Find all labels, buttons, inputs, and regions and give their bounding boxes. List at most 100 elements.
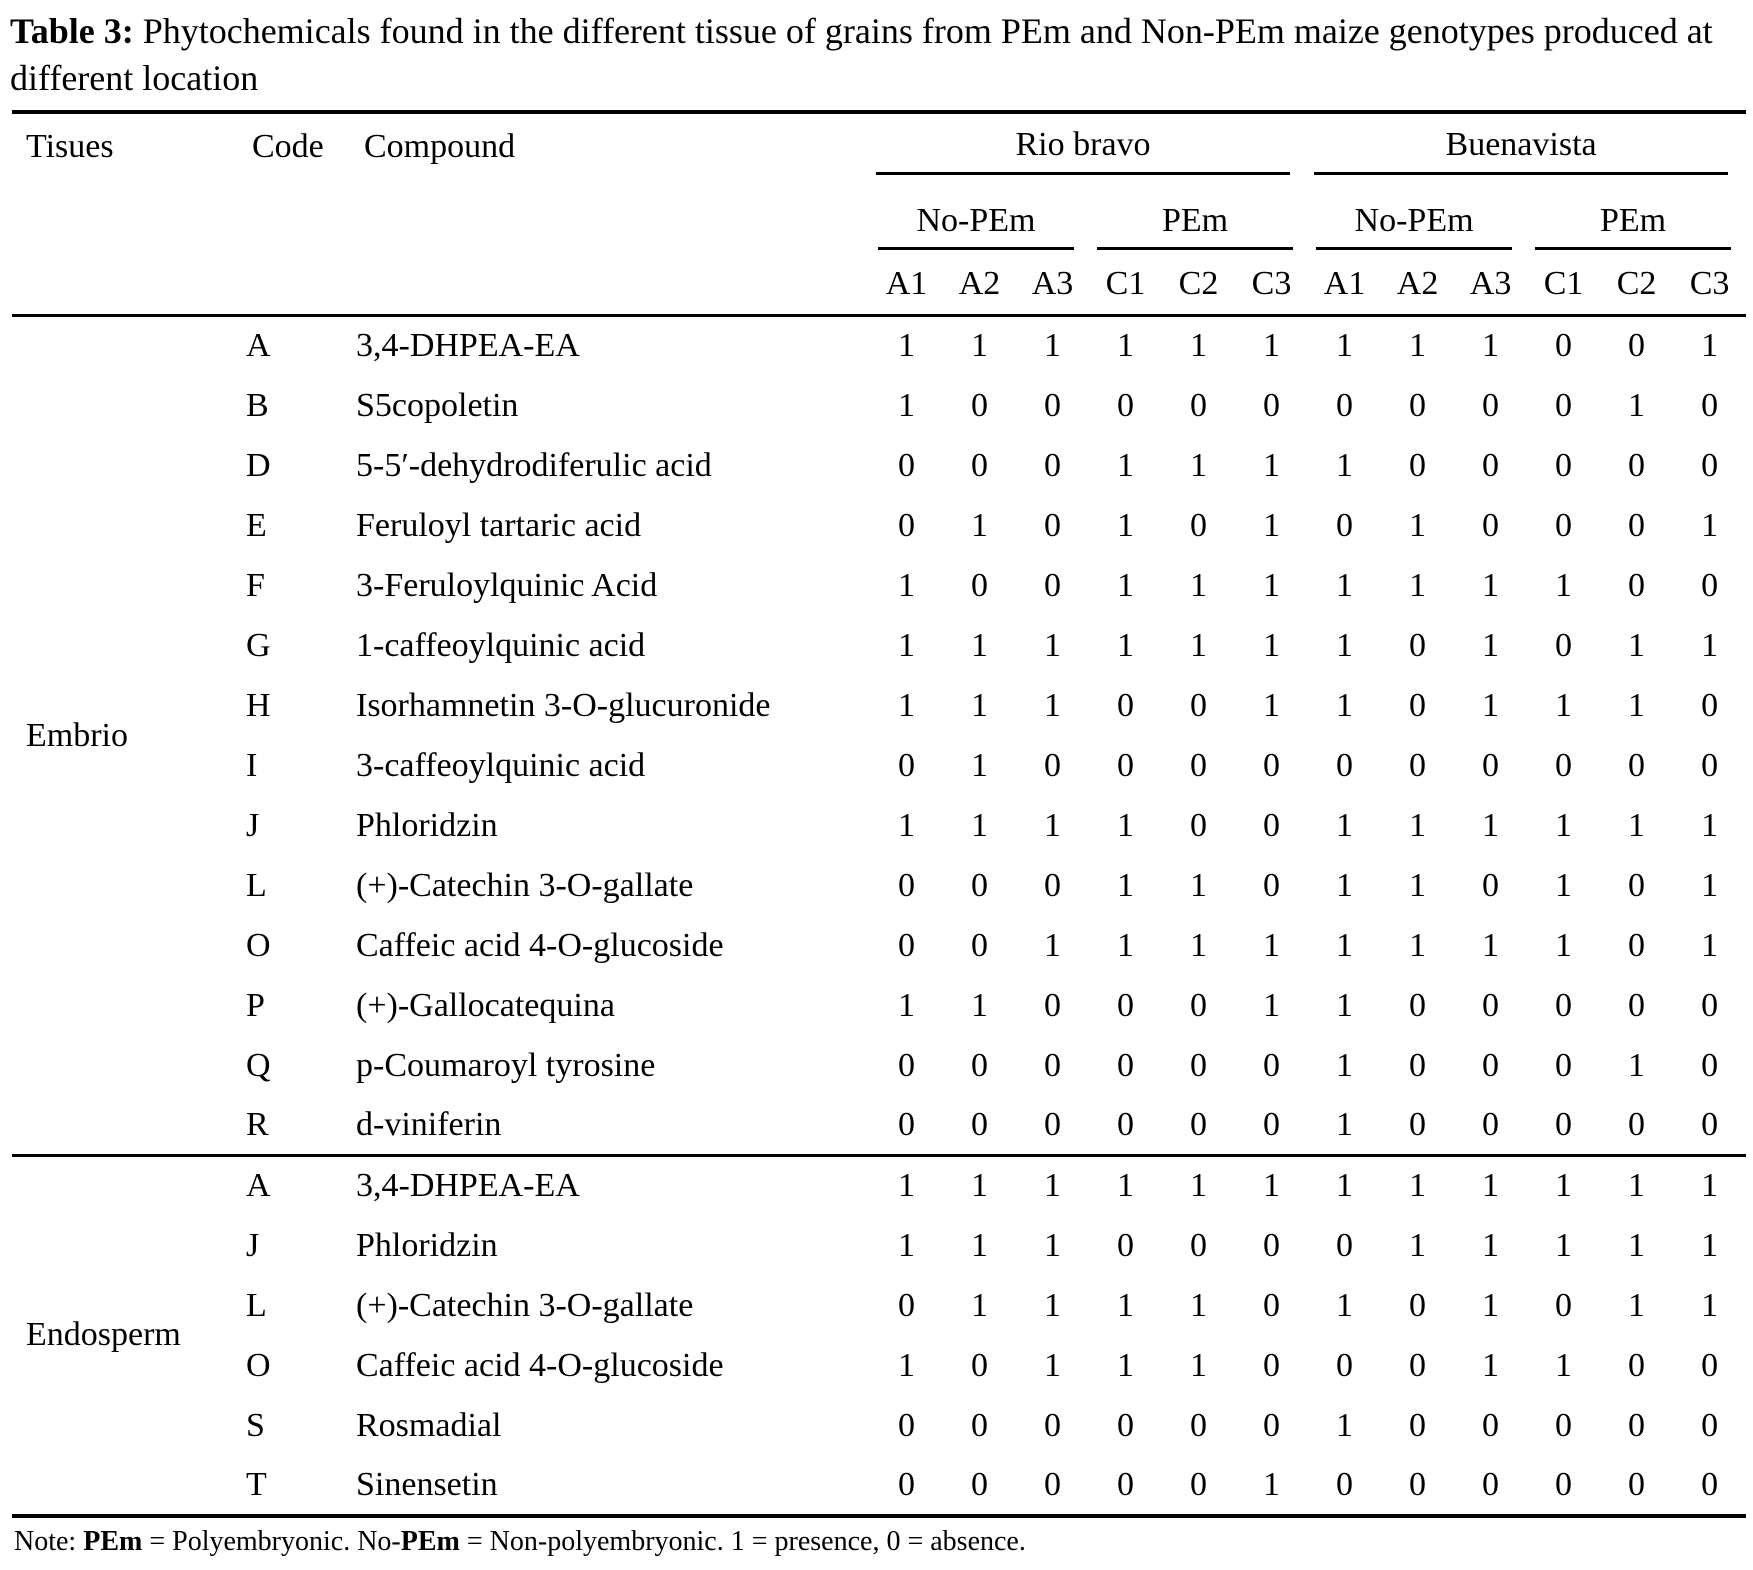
compound-cell: 3-Feruloylquinic Acid bbox=[356, 566, 658, 604]
table-row: L (+)-Catechin 3-O-gallate 0 0 0 1 1 0 1 1 0 1 0 1 bbox=[12, 856, 1746, 916]
value-cell: 0 bbox=[1190, 1046, 1207, 1084]
value-cell: 0 bbox=[971, 1346, 988, 1384]
value-cell: 0 bbox=[1555, 327, 1573, 365]
value-cell: 0 bbox=[1190, 986, 1207, 1024]
value-cell: 0 bbox=[1482, 866, 1500, 904]
value-cell: 0 bbox=[1701, 686, 1719, 724]
value-cell: 1 bbox=[1336, 626, 1354, 664]
value-cell: 1 bbox=[1482, 806, 1500, 844]
value-cell: 0 bbox=[1628, 566, 1646, 604]
value-cell: 0 bbox=[1628, 506, 1646, 544]
value-cell: 0 bbox=[898, 746, 915, 784]
sample-col-header: C3 bbox=[1689, 265, 1730, 303]
table-row: L (+)-Catechin 3-O-gallate 0 1 1 1 1 0 1 0 1 0 1 1 bbox=[12, 1276, 1746, 1336]
value-cell: 0 bbox=[1628, 1346, 1646, 1384]
compound-cell: p-Coumaroyl tyrosine bbox=[356, 1046, 656, 1084]
value-cell: 1 bbox=[1044, 1286, 1061, 1324]
table-row: O Caffeic acid 4-O-glucoside 0 0 1 1 1 1 1 1 1 1 0 1 bbox=[12, 916, 1746, 976]
value-cell: 1 bbox=[898, 327, 915, 365]
value-cell: 0 bbox=[1336, 1346, 1354, 1384]
header-tissues: Tisues bbox=[26, 127, 114, 165]
sample-col-header: A3 bbox=[1031, 265, 1074, 303]
header-row-locations: Tisues Code Compound Rio bravo Buenavist… bbox=[12, 112, 1746, 178]
value-cell: 1 bbox=[1336, 327, 1354, 365]
value-cell: 0 bbox=[1409, 686, 1427, 724]
tissue-label: Endosperm bbox=[26, 1316, 181, 1354]
value-cell: 0 bbox=[1628, 1105, 1646, 1143]
value-cell: 0 bbox=[1409, 446, 1427, 484]
sample-col-header: A1 bbox=[885, 265, 928, 303]
value-cell: 0 bbox=[1701, 1465, 1719, 1503]
value-cell: 1 bbox=[1117, 327, 1134, 365]
code-cell: T bbox=[246, 1465, 267, 1503]
value-cell: 1 bbox=[898, 626, 915, 664]
value-cell: 1 bbox=[898, 686, 915, 724]
value-cell: 0 bbox=[1409, 986, 1427, 1024]
value-cell: 1 bbox=[971, 986, 988, 1024]
value-cell: 1 bbox=[1190, 327, 1207, 365]
value-cell: 1 bbox=[1190, 566, 1207, 604]
code-cell: A bbox=[246, 327, 271, 365]
value-cell: 0 bbox=[1190, 506, 1207, 544]
value-cell: 1 bbox=[1117, 1167, 1134, 1205]
value-cell: 0 bbox=[1263, 866, 1281, 904]
value-cell: 0 bbox=[898, 1105, 915, 1143]
value-cell: 0 bbox=[1044, 386, 1061, 424]
compound-cell: Caffeic acid 4-O-glucoside bbox=[356, 926, 724, 964]
compound-cell: 3-caffeoylquinic acid bbox=[356, 746, 646, 784]
value-cell: 1 bbox=[1044, 1167, 1061, 1205]
location-label: Buenavista bbox=[1314, 114, 1729, 175]
value-cell: 0 bbox=[1336, 746, 1354, 784]
value-cell: 0 bbox=[971, 566, 988, 604]
table-row: I 3-caffeoylquinic acid 0 1 0 0 0 0 0 0 0 0 0 0 bbox=[12, 736, 1746, 796]
compound-cell: Phloridzin bbox=[356, 806, 498, 844]
value-cell: 0 bbox=[1482, 386, 1500, 424]
value-cell: 1 bbox=[1701, 926, 1719, 964]
code-cell: R bbox=[246, 1105, 269, 1143]
value-cell: 0 bbox=[1263, 386, 1281, 424]
value-cell: 0 bbox=[1044, 1046, 1061, 1084]
value-cell: 0 bbox=[1701, 1046, 1719, 1084]
value-cell: 0 bbox=[1117, 1465, 1134, 1503]
value-cell: 0 bbox=[1117, 1105, 1134, 1143]
value-cell: 0 bbox=[1117, 1226, 1134, 1264]
value-cell: 0 bbox=[1263, 1105, 1281, 1143]
header-row-samples: A1 A2 A3 C1 C2 C3 A1 A2 A3 C1 C2 C3 bbox=[12, 255, 1746, 316]
value-cell: 1 bbox=[1555, 866, 1573, 904]
value-cell: 1 bbox=[1336, 446, 1354, 484]
value-cell: 0 bbox=[1044, 1105, 1061, 1143]
value-cell: 0 bbox=[1555, 446, 1573, 484]
table-row: T Sinensetin 0 0 0 0 0 1 0 0 0 0 0 0 bbox=[12, 1456, 1746, 1516]
value-cell: 0 bbox=[1555, 386, 1573, 424]
table-row: J Phloridzin 1 1 1 0 0 0 0 1 1 1 1 1 bbox=[12, 1216, 1746, 1276]
value-cell: 0 bbox=[1628, 926, 1646, 964]
value-cell: 0 bbox=[1555, 746, 1573, 784]
group-header-nopem-buena: No-PEm bbox=[1308, 178, 1527, 255]
value-cell: 1 bbox=[971, 1226, 988, 1264]
value-cell: 0 bbox=[971, 866, 988, 904]
table-caption-label: Table 3: bbox=[10, 11, 134, 51]
value-cell: 0 bbox=[1336, 506, 1354, 544]
code-cell: F bbox=[246, 566, 265, 604]
table-row: Endosperm A 3,4-DHPEA-EA 1 1 1 1 1 1 1 1 1 1 1 1 bbox=[12, 1156, 1746, 1353]
value-cell: 1 bbox=[1628, 1286, 1646, 1324]
sample-col-header: C2 bbox=[1616, 265, 1657, 303]
value-cell: 0 bbox=[971, 1105, 988, 1143]
value-cell: 0 bbox=[1409, 1286, 1427, 1324]
compound-cell: Caffeic acid 4-O-glucoside bbox=[356, 1346, 724, 1384]
value-cell: 1 bbox=[1117, 806, 1134, 844]
value-cell: 0 bbox=[971, 1046, 988, 1084]
value-cell: 1 bbox=[1190, 626, 1207, 664]
value-cell: 1 bbox=[898, 806, 915, 844]
sample-col-header: C2 bbox=[1178, 265, 1219, 303]
value-cell: 0 bbox=[1701, 386, 1719, 424]
tissue-label: Embrio bbox=[26, 716, 128, 754]
value-cell: 0 bbox=[1190, 1465, 1207, 1503]
value-cell: 0 bbox=[1701, 446, 1719, 484]
code-cell: H bbox=[246, 686, 271, 724]
table-row: P (+)-Gallocatequina 1 1 0 0 0 1 1 0 0 0 0 0 bbox=[12, 976, 1746, 1036]
header-compound: Compound bbox=[364, 127, 516, 165]
value-cell: 0 bbox=[1190, 686, 1207, 724]
location-header-rio-bravo: Rio bravo bbox=[870, 112, 1308, 178]
